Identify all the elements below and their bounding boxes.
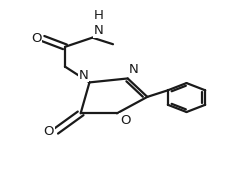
Text: O: O <box>31 32 41 45</box>
Text: O: O <box>44 125 54 138</box>
Text: O: O <box>119 114 130 127</box>
Text: H
N: H N <box>93 9 103 37</box>
Text: N: N <box>78 69 88 82</box>
Text: N: N <box>128 63 138 76</box>
